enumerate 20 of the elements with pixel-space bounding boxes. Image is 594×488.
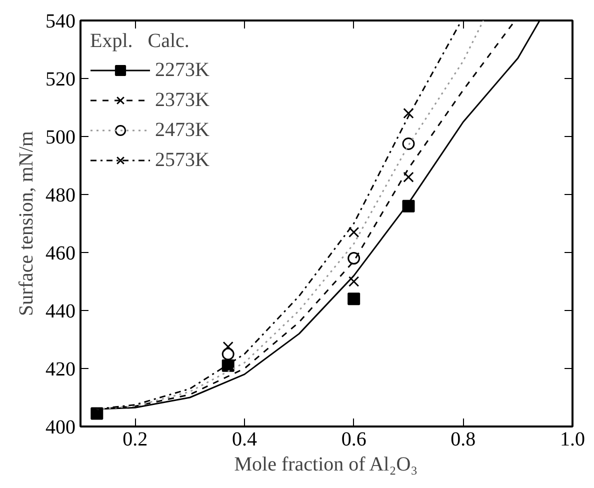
- y-tick-label: 520: [46, 68, 76, 90]
- y-tick-label: 500: [46, 126, 76, 148]
- legend-label: 2573K: [155, 148, 210, 172]
- y-tick-label: 480: [46, 184, 76, 206]
- y-axis-title: Surface tension, mN/m: [16, 130, 38, 316]
- x-axis-title: Mole fraction of Al₂O₃: [234, 454, 418, 476]
- y-tick-label: 540: [46, 10, 76, 32]
- y-tick-label: 460: [46, 242, 76, 264]
- x-tick-label: 0.6: [341, 428, 366, 450]
- legend-title: Expl. Calc.: [90, 30, 190, 53]
- y-tick-label: 400: [46, 416, 76, 438]
- legend-label: 2373K: [155, 88, 210, 112]
- x-tick-label: 1.0: [560, 428, 585, 450]
- y-tick-label: 440: [46, 300, 76, 322]
- x-tick-label: 0.4: [232, 428, 257, 450]
- legend-label: 2273K: [155, 58, 210, 82]
- legend-label: 2473K: [155, 118, 210, 142]
- y-tick-label: 420: [46, 358, 76, 380]
- x-tick-label: 0.8: [450, 428, 476, 450]
- x-tick-label: 0.2: [122, 428, 148, 450]
